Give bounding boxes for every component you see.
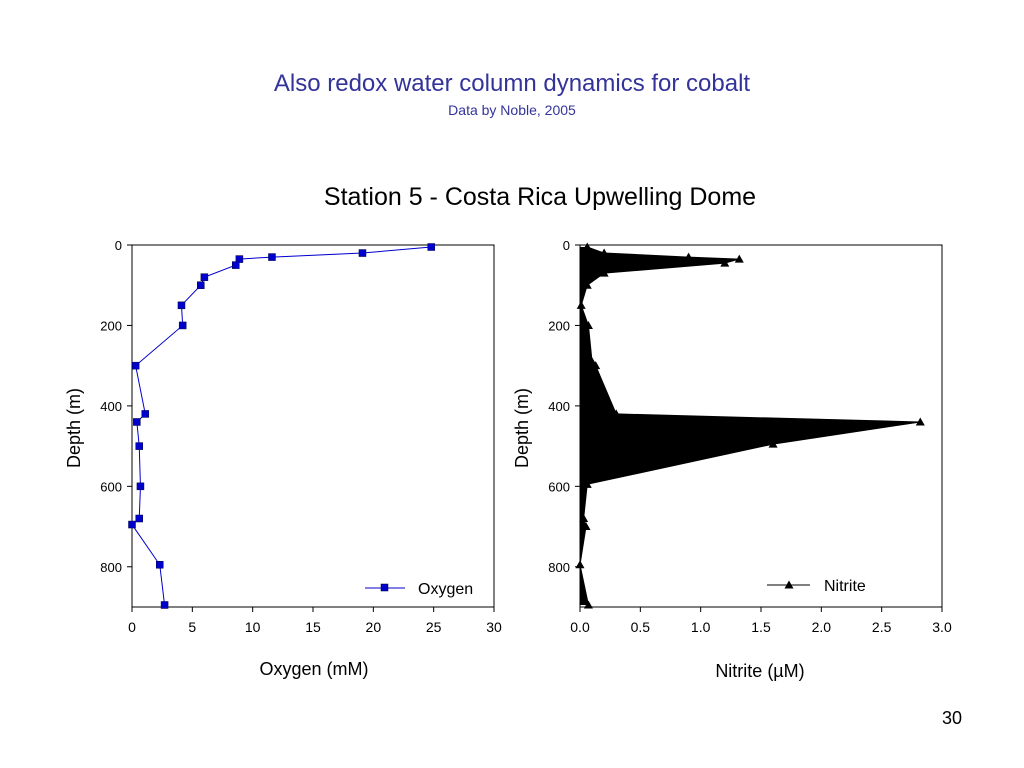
y-tick-label: 0 xyxy=(563,238,570,253)
data-point xyxy=(135,442,143,450)
data-point xyxy=(200,273,209,281)
data-point xyxy=(427,243,436,251)
data-point xyxy=(915,417,925,426)
data-point xyxy=(581,522,591,531)
nitrite-x-axis-label: Nitrite (µM) xyxy=(715,661,804,681)
y-tick-label: 600 xyxy=(548,479,570,494)
data-point xyxy=(582,242,592,251)
nitrite-y-axis-label: Depth (m) xyxy=(512,388,532,468)
y-tick-label: 0 xyxy=(115,238,122,253)
oxygen-plot-frame xyxy=(131,244,495,608)
slide-title: Also redox water column dynamics for cob… xyxy=(273,70,751,97)
y-tick-label: 200 xyxy=(548,318,570,333)
data-point xyxy=(268,253,276,261)
x-tick-label: 0.0 xyxy=(570,619,590,635)
figure-title: Station 5 - Costa Rica Upwelling Dome xyxy=(323,183,757,211)
data-point xyxy=(156,561,164,569)
data-point xyxy=(583,320,593,329)
data-point xyxy=(720,258,730,267)
data-point xyxy=(136,482,145,491)
y-tick-label: 800 xyxy=(548,560,570,575)
data-point xyxy=(587,357,597,366)
oxygen-legend-marker xyxy=(380,583,389,592)
y-tick-label: 400 xyxy=(100,399,122,414)
oxygen-x-axis-label: Oxygen (mM) xyxy=(259,659,368,679)
nitrite-y-axis-ticks: 0 200 400 600 800 xyxy=(548,238,580,575)
x-tick-label: 20 xyxy=(366,619,382,635)
x-tick-label: 15 xyxy=(305,619,321,635)
x-tick-label: 10 xyxy=(245,619,261,635)
x-tick-label: 30 xyxy=(486,619,502,635)
nitrite-legend-marker xyxy=(784,580,794,589)
nitrite-area-fill xyxy=(580,247,921,605)
y-tick-label: 200 xyxy=(100,318,122,333)
data-point xyxy=(611,409,621,418)
data-point xyxy=(591,361,601,370)
data-point xyxy=(160,601,169,609)
nitrite-depth-chart: 0 200 400 600 800 0.0 0.5 1.0 1.5 2.0 2.5 3.0 Nitr… xyxy=(512,238,952,681)
data-point xyxy=(128,520,136,529)
data-point xyxy=(734,254,744,263)
x-tick-label: 0 xyxy=(128,619,136,635)
data-point xyxy=(232,261,240,269)
x-tick-label: 1.0 xyxy=(691,619,711,635)
oxygen-y-axis-ticks: 0 200 400 600 800 xyxy=(100,238,132,575)
x-tick-label: 5 xyxy=(188,619,196,635)
data-point xyxy=(579,514,589,523)
data-point xyxy=(131,361,140,370)
data-point xyxy=(141,410,150,418)
data-point xyxy=(358,249,367,257)
data-point xyxy=(177,301,186,310)
data-point xyxy=(768,439,778,448)
data-point xyxy=(178,321,187,330)
x-tick-label: 2.5 xyxy=(872,619,892,635)
nitrite-legend-label: Nitrite xyxy=(824,578,866,595)
data-point xyxy=(575,560,585,569)
oxygen-depth-chart: 0 200 400 600 800 0 5 10 15 20 25 30 Oxygen Oxygen… xyxy=(64,238,502,679)
page-number: 30 xyxy=(941,708,962,728)
nitrite-area xyxy=(580,247,921,605)
y-tick-label: 600 xyxy=(100,479,122,494)
x-tick-label: 25 xyxy=(426,619,442,635)
nitrite-series xyxy=(575,242,925,609)
data-point xyxy=(197,281,205,289)
x-tick-label: 2.0 xyxy=(812,619,832,635)
data-point xyxy=(684,252,694,261)
oxygen-series xyxy=(128,243,436,609)
x-tick-label: 1.5 xyxy=(751,619,771,635)
slide-subtitle: Data by Noble, 2005 xyxy=(448,102,576,118)
data-point xyxy=(135,514,143,523)
data-point xyxy=(133,418,141,426)
series-line xyxy=(131,246,432,606)
data-point xyxy=(599,248,609,257)
y-tick-label: 400 xyxy=(548,399,570,414)
x-tick-label: 0.5 xyxy=(631,619,651,635)
oxygen-x-axis-ticks: 0 5 10 15 20 25 30 xyxy=(128,607,502,635)
data-point xyxy=(576,300,586,309)
x-tick-label: 3.0 xyxy=(932,619,952,635)
y-tick-label: 800 xyxy=(100,560,122,575)
data-point xyxy=(582,479,592,488)
oxygen-legend-label: Oxygen xyxy=(418,581,473,598)
nitrite-x-axis-ticks: 0.0 0.5 1.0 1.5 2.0 2.5 3.0 xyxy=(570,607,952,635)
oxygen-y-axis-label: Depth (m) xyxy=(64,388,84,468)
data-point xyxy=(583,600,593,609)
data-point xyxy=(582,280,592,289)
data-point xyxy=(599,268,609,277)
